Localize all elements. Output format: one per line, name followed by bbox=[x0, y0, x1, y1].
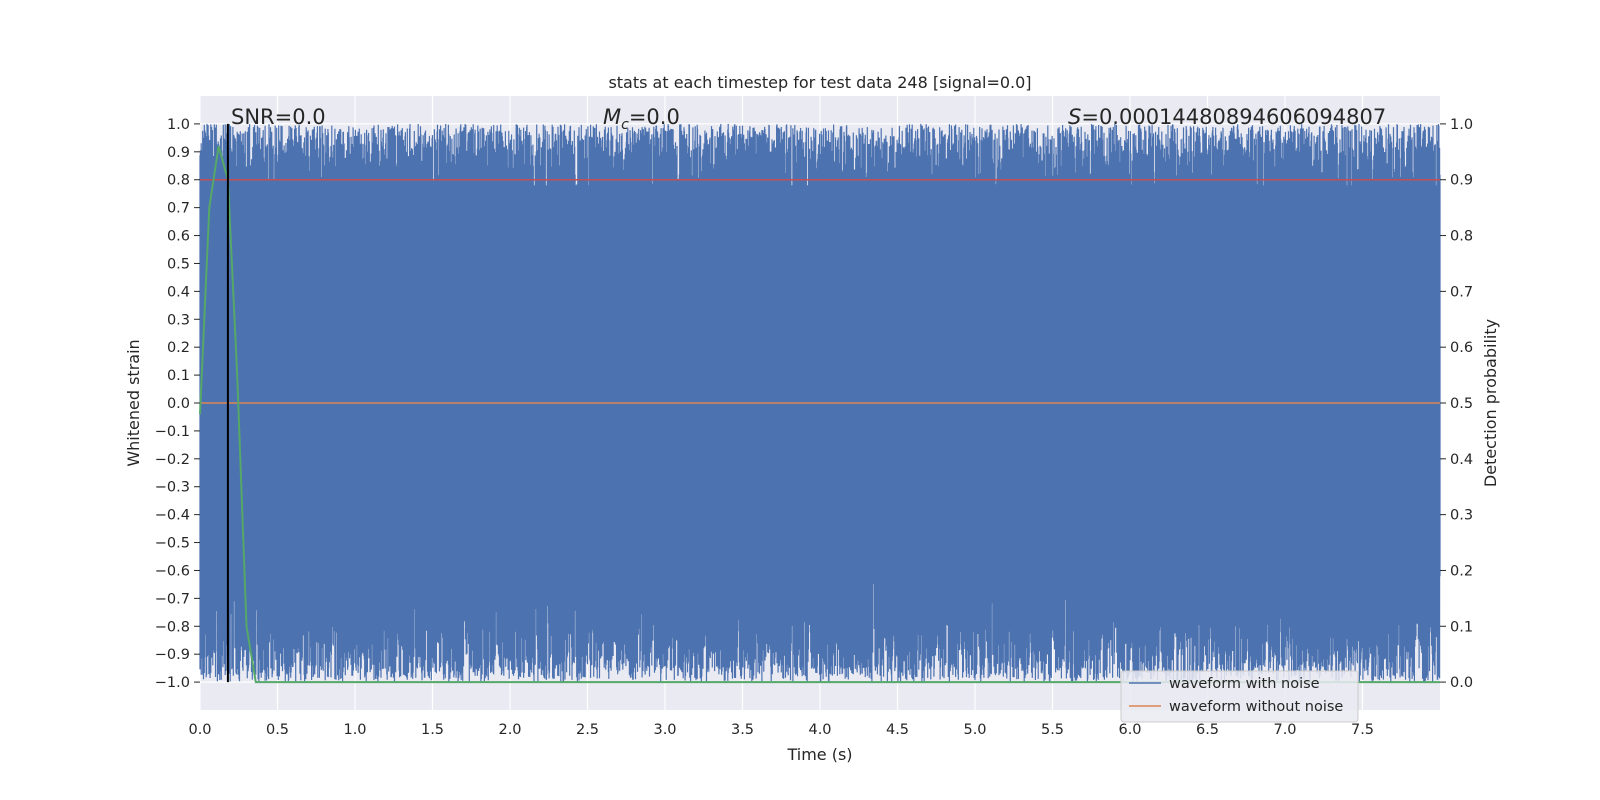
y-tick-label: −0.3 bbox=[155, 480, 190, 496]
y-tick-label: 0.6 bbox=[167, 229, 190, 245]
y2-tick-label: 0.3 bbox=[1450, 508, 1473, 524]
y-tick-label: 0.0 bbox=[167, 396, 190, 412]
y-tick-label: 0.2 bbox=[167, 340, 190, 356]
y2-tick-label: 0.5 bbox=[1450, 396, 1473, 412]
y-tick-label: −0.1 bbox=[155, 424, 190, 440]
y-tick-label: 0.7 bbox=[167, 201, 190, 217]
y2-tick-label: 1.0 bbox=[1450, 117, 1473, 133]
x-tick-label: 7.5 bbox=[1351, 722, 1374, 738]
mc-value: =0.0 bbox=[629, 105, 680, 129]
y-tick-label: 0.9 bbox=[167, 145, 190, 161]
y-tick-label: 0.3 bbox=[167, 312, 190, 328]
x-tick-label: 6.5 bbox=[1196, 722, 1219, 738]
y-axis-label: Whitened strain bbox=[124, 339, 143, 466]
series-waveform-with-noise bbox=[199, 123, 1441, 683]
y-tick-label: 0.8 bbox=[167, 173, 190, 189]
y2-tick-label: 0.7 bbox=[1450, 284, 1473, 300]
y-tick-label: −0.7 bbox=[155, 591, 190, 607]
y2-tick-label: 0.6 bbox=[1450, 340, 1473, 356]
y-tick-label: −0.8 bbox=[155, 619, 190, 635]
mc-subscript: c bbox=[621, 117, 629, 133]
y2-tick-label: 0.8 bbox=[1450, 229, 1473, 245]
y2-tick-label: 0.9 bbox=[1450, 173, 1473, 189]
y-tick-label: 0.1 bbox=[167, 368, 190, 384]
y2-tick-labels: 1.0 0.9 0.8 0.7 0.6 0.5 0.4 0.3 0.2 0.1 0.0 bbox=[1440, 117, 1473, 691]
y-tick-label: 0.5 bbox=[167, 256, 190, 272]
y2-tick-label: 0.0 bbox=[1450, 675, 1473, 691]
x-tick-label: 2.5 bbox=[576, 722, 599, 738]
legend-box bbox=[1120, 670, 1359, 723]
x-tick-labels: 0.0 0.5 1.0 1.5 2.0 2.5 3.0 3.5 4.0 4.5 5.0 5.5 6.0 6… bbox=[188, 722, 1374, 738]
y-tick-label: −1.0 bbox=[155, 675, 190, 691]
legend: waveform with noise waveform without noi… bbox=[1120, 670, 1359, 723]
y-tick-label: −0.5 bbox=[155, 536, 190, 552]
legend-label-noise: waveform with noise bbox=[1169, 676, 1320, 692]
mc-annotation: Mc=0.0 bbox=[603, 105, 680, 133]
s-symbol: S bbox=[1068, 105, 1081, 129]
y2-tick-label: 0.1 bbox=[1450, 619, 1473, 635]
x-tick-label: 0.5 bbox=[266, 722, 289, 738]
x-tick-label: 4.0 bbox=[808, 722, 831, 738]
y-tick-label: −0.2 bbox=[155, 452, 190, 468]
y-tick-labels: 1.0 0.9 0.8 0.7 0.6 0.5 0.4 0.3 0.2 0.1 0.0 −0.1 −0.… bbox=[155, 117, 200, 691]
y-tick-label: 1.0 bbox=[167, 117, 190, 133]
s-value: =0.00014480894606094807 bbox=[1081, 105, 1386, 129]
x-tick-label: 0.0 bbox=[188, 722, 211, 738]
y2-tick-label: 0.2 bbox=[1450, 563, 1473, 579]
y-tick-label: −0.9 bbox=[155, 647, 190, 663]
x-tick-label: 1.5 bbox=[421, 722, 444, 738]
s-annotation: S=0.00014480894606094807 bbox=[1068, 105, 1386, 129]
mc-symbol: M bbox=[603, 105, 621, 129]
series-detection-probability bbox=[199, 145, 1440, 684]
x-tick-label: 1.0 bbox=[343, 722, 366, 738]
x-tick-label: 5.5 bbox=[1041, 722, 1064, 738]
y2-axis-label: Detection probability bbox=[1481, 319, 1500, 487]
y2-tick-label: 0.4 bbox=[1450, 452, 1473, 468]
y-tick-label: −0.6 bbox=[155, 563, 190, 579]
x-tick-label: 6.0 bbox=[1118, 722, 1141, 738]
chart-title: stats at each timestep for test data 248… bbox=[608, 73, 1031, 92]
x-tick-label: 5.0 bbox=[963, 722, 986, 738]
x-tick-label: 3.5 bbox=[731, 722, 754, 738]
y-tick-label: 0.4 bbox=[167, 284, 190, 300]
y-tick-label: −0.4 bbox=[155, 508, 190, 524]
x-tick-label: 3.0 bbox=[653, 722, 676, 738]
series-lines bbox=[199, 123, 1440, 684]
x-axis-label: Time (s) bbox=[786, 745, 852, 764]
x-tick-label: 4.5 bbox=[886, 722, 909, 738]
x-tick-label: 7.0 bbox=[1273, 722, 1296, 738]
legend-label-clean: waveform without noise bbox=[1169, 699, 1343, 715]
snr-annotation: SNR=0.0 bbox=[231, 105, 326, 129]
x-tick-label: 2.0 bbox=[498, 722, 521, 738]
